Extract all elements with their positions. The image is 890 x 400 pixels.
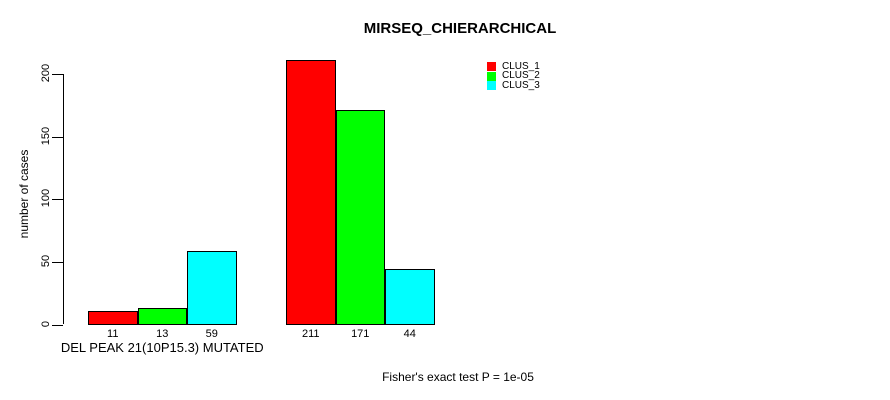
y-tick-label: 200 <box>40 63 52 83</box>
group-label: DEL PEAK 21(10P15.3) MUTATED <box>60 340 264 355</box>
bar-value-label: 59 <box>205 328 218 340</box>
y-tick-label: 100 <box>40 189 52 208</box>
y-tick-label: 50 <box>40 254 52 268</box>
legend-swatch <box>487 71 496 81</box>
bar-value-label: 171 <box>351 328 370 340</box>
bar-clus-2-group1 <box>137 308 187 326</box>
bar-value-label: 211 <box>301 328 320 340</box>
bar-value-label: 44 <box>403 328 416 340</box>
legend-label: CLUS_2 <box>502 70 540 82</box>
y-axis-tick <box>52 199 63 201</box>
bar-clus-3-group2 <box>385 269 435 326</box>
legend-label: CLUS_3 <box>502 79 540 91</box>
legend: CLUS_1 CLUS_2 CLUS_3 <box>487 60 540 91</box>
stat-annotation: Fisher's exact test P = 1e-05 <box>382 370 534 384</box>
y-axis-tick <box>52 261 63 263</box>
bar-clus-3-group1 <box>187 250 237 326</box>
bar-value-label: 13 <box>156 328 169 340</box>
bar-clus-2-group2 <box>335 110 385 326</box>
legend-item: CLUS_1 <box>487 60 540 72</box>
y-tick-label: 0 <box>40 320 52 327</box>
bar-clus-1-group2 <box>286 60 336 326</box>
chart-title: MIRSEQ_CHIERARCHICAL <box>363 20 557 37</box>
legend-label: CLUS_1 <box>502 60 540 72</box>
y-axis-line <box>63 74 64 325</box>
legend-swatch <box>487 62 496 72</box>
y-axis-tick <box>52 74 63 76</box>
legend-item: CLUS_2 <box>487 70 540 82</box>
y-axis-label: number of cases <box>17 149 31 239</box>
y-axis-tick <box>52 324 63 326</box>
y-axis-tick <box>52 136 63 138</box>
bar-clus-1-group1 <box>88 310 138 326</box>
legend-swatch <box>487 81 496 91</box>
legend-item: CLUS_3 <box>487 79 540 91</box>
bar-value-label: 11 <box>107 328 119 340</box>
y-tick-label: 150 <box>40 126 52 145</box>
